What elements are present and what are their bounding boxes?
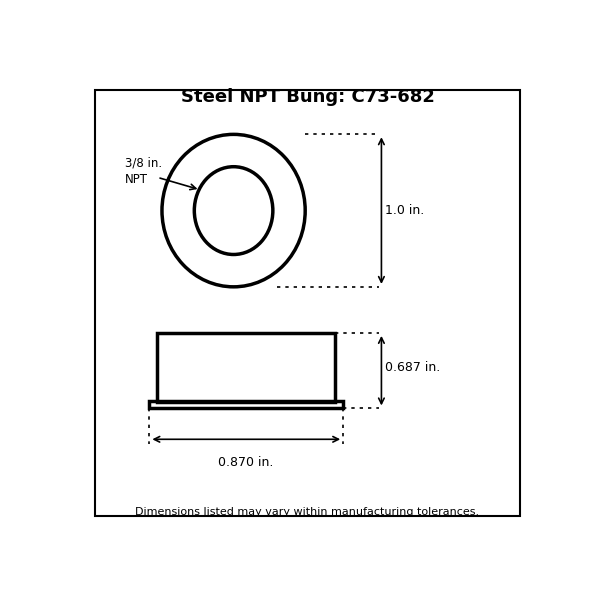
Bar	[157, 333, 335, 403]
Text: 0.870 in.: 0.870 in.	[218, 457, 274, 469]
Text: 3/8 in.
NPT: 3/8 in. NPT	[125, 157, 162, 186]
Text: 0.687 in.: 0.687 in.	[385, 361, 440, 374]
Text: 1.0 in.: 1.0 in.	[385, 204, 424, 217]
Bar	[149, 401, 343, 409]
Text: Dimensions listed may vary within manufacturing tolerances.: Dimensions listed may vary within manufa…	[136, 507, 479, 517]
Text: Steel NPT Bung: C73-682: Steel NPT Bung: C73-682	[181, 88, 434, 106]
